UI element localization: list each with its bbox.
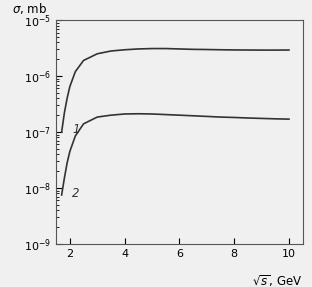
Text: $\sigma$, mb: $\sigma$, mb [12, 1, 47, 15]
Text: 2: 2 [72, 187, 80, 200]
Text: $\sqrt{s}$, GeV: $\sqrt{s}$, GeV [252, 273, 303, 287]
Text: 1: 1 [72, 123, 80, 136]
